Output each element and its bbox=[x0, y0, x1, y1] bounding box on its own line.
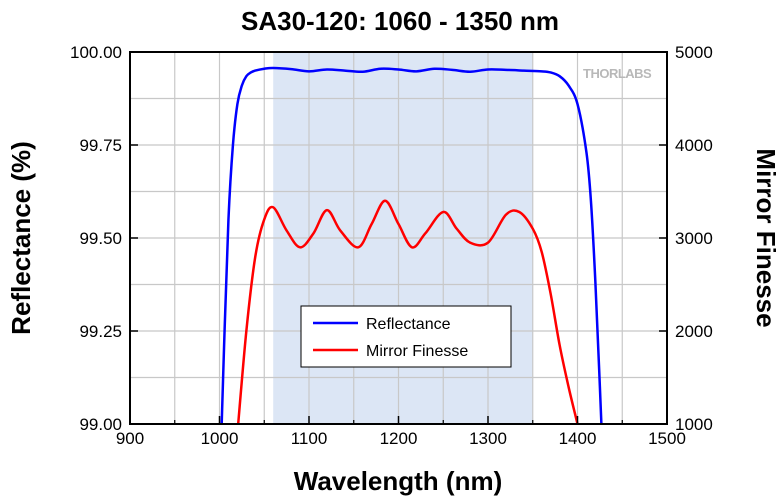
y-tick-label: 99.25 bbox=[79, 322, 122, 341]
y2-tick-label: 4000 bbox=[675, 136, 713, 155]
x-tick-label: 1100 bbox=[291, 429, 328, 448]
y2-axis-label: Mirror Finesse bbox=[751, 148, 780, 327]
x-tick-label: 1000 bbox=[201, 429, 239, 448]
y2-tick-label: 5000 bbox=[675, 43, 713, 62]
x-axis-label: Wavelength (nm) bbox=[294, 466, 502, 496]
legend: Reflectance Mirror Finesse bbox=[300, 305, 512, 368]
series-line-finesse bbox=[236, 199, 579, 424]
y-axis-label: Reflectance (%) bbox=[6, 141, 36, 335]
x-tick-label: 1400 bbox=[559, 429, 597, 448]
y-tick-label: 99.75 bbox=[79, 136, 122, 155]
legend-label-reflectance: Reflectance bbox=[366, 316, 451, 333]
y2-tick-label: 1000 bbox=[675, 415, 713, 434]
y-tick-label: 100.00 bbox=[70, 43, 122, 62]
y2-tick-label: 2000 bbox=[675, 322, 713, 341]
x-tick-label: 1200 bbox=[380, 429, 418, 448]
legend-label-finesse: Mirror Finesse bbox=[366, 343, 468, 360]
y-tick-label: 99.50 bbox=[79, 229, 122, 248]
x-tick-label: 1300 bbox=[469, 429, 507, 448]
legend-box bbox=[300, 305, 512, 368]
logo-watermark: THORLABS bbox=[583, 66, 652, 81]
x-tick-label: 1500 bbox=[648, 429, 686, 448]
y-tick-label: 99.00 bbox=[79, 415, 122, 434]
series-line-reflectance bbox=[220, 66, 603, 424]
y2-tick-label: 3000 bbox=[675, 229, 713, 248]
x-tick-label: 900 bbox=[116, 429, 144, 448]
chart-title: SA30-120: 1060 - 1350 nm bbox=[241, 6, 559, 36]
